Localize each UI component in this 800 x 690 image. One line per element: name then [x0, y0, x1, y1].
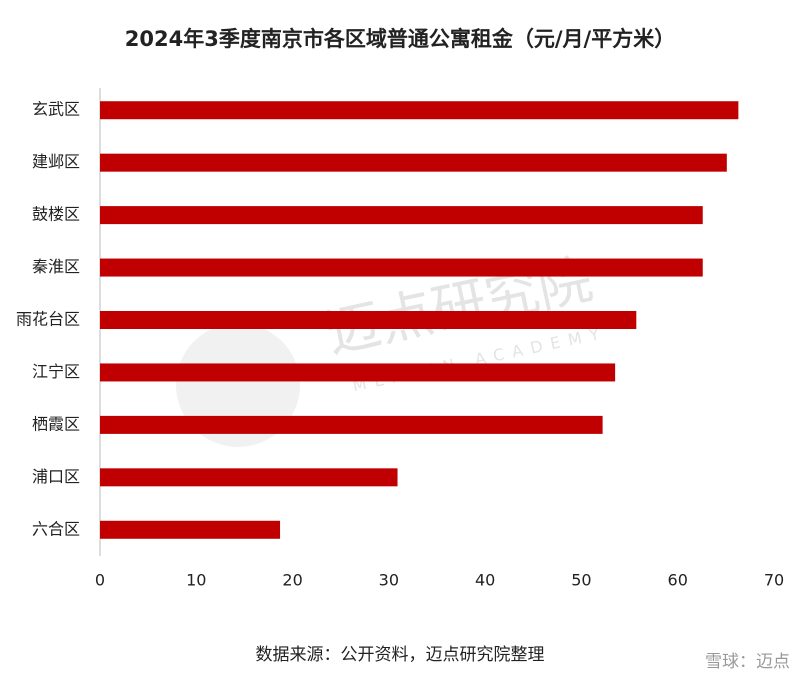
x-tick-label: 30 [379, 571, 399, 590]
y-tick-label: 江宁区 [32, 362, 80, 381]
y-tick-label: 建邺区 [32, 152, 80, 171]
source: 数据来源：公开资料，迈点研究院整理 [256, 645, 545, 665]
bar [100, 101, 739, 120]
x-tick-label: 10 [186, 571, 206, 590]
bar [100, 153, 727, 172]
x-tick-label: 20 [282, 571, 302, 590]
y-tick-label: 鼓楼区 [32, 205, 80, 224]
y-tick-label: 秦淮区 [32, 257, 80, 276]
y-tick-label: 玄武区 [32, 100, 80, 119]
chart-title: 2024年3季度南京市各区域普通公寓租金（元/月/平方米） [125, 27, 675, 51]
y-tick-label: 雨花台区 [16, 310, 80, 329]
y-tick-label: 六合区 [32, 519, 80, 538]
y-tick-label: 栖霞区 [32, 414, 80, 433]
bar [100, 468, 398, 487]
bar [100, 415, 603, 434]
bar [100, 258, 703, 277]
bar [100, 363, 616, 382]
x-tick-label: 40 [475, 571, 495, 590]
x-tick-label: 50 [571, 571, 591, 590]
bar [100, 520, 281, 539]
x-tick-label: 0 [95, 571, 105, 590]
bar [100, 206, 703, 225]
y-tick-label: 浦口区 [32, 467, 80, 486]
corner-mark: 雪球：迈点 [705, 652, 790, 672]
bar [100, 311, 637, 329]
x-tick-label: 60 [668, 571, 688, 590]
x-tick-label: 70 [764, 571, 784, 590]
